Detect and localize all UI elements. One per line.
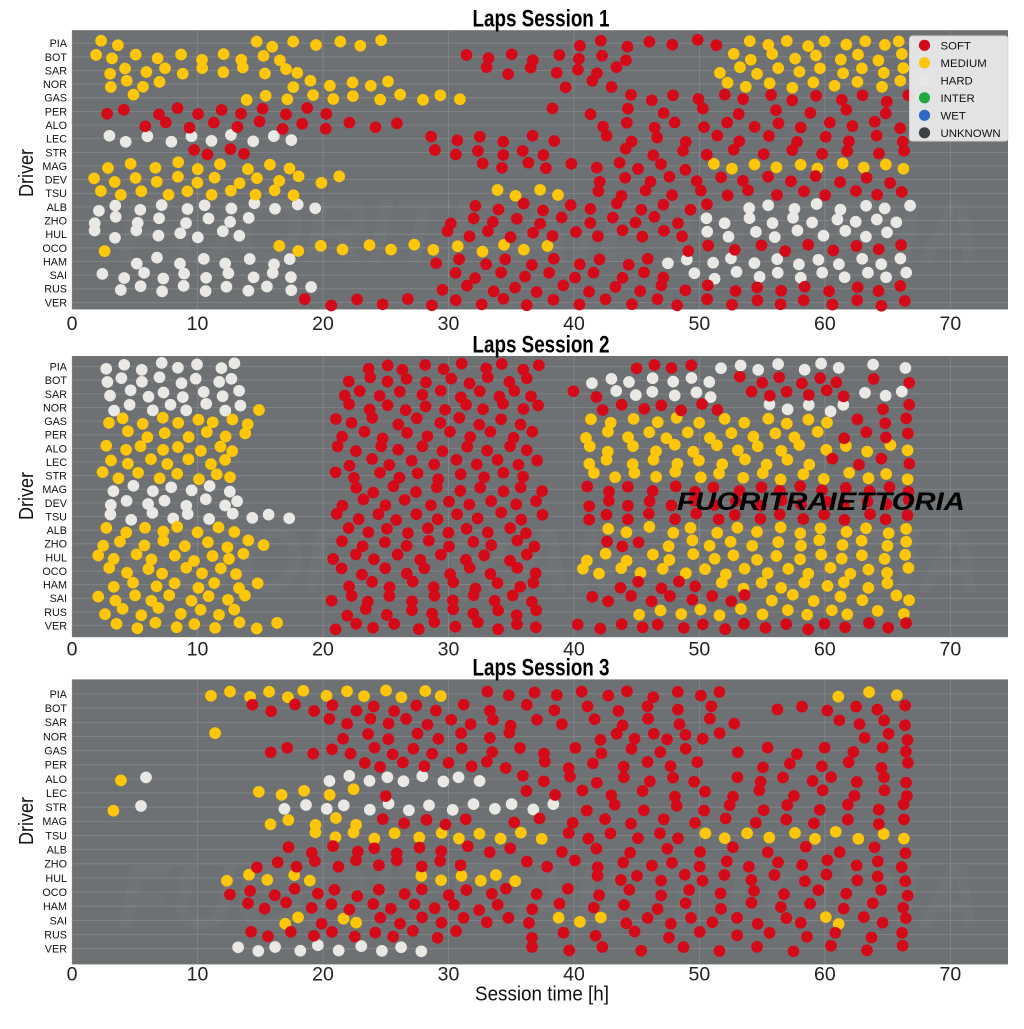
svg-text:ALO: ALO xyxy=(45,443,67,455)
svg-text:TSU: TSU xyxy=(45,830,67,842)
svg-text:PIA: PIA xyxy=(50,689,68,701)
svg-text:10: 10 xyxy=(187,313,209,335)
svg-text:ALO: ALO xyxy=(45,120,67,132)
svg-text:SOFT: SOFT xyxy=(941,40,971,52)
svg-text:OCO: OCO xyxy=(42,887,67,899)
svg-text:20: 20 xyxy=(312,639,334,661)
svg-text:HUL: HUL xyxy=(45,229,67,241)
svg-text:UNKNOWN: UNKNOWN xyxy=(941,128,1001,140)
svg-text:INTER: INTER xyxy=(941,93,975,105)
svg-text:TSU: TSU xyxy=(45,511,67,523)
svg-text:30: 30 xyxy=(438,639,460,661)
svg-text:70: 70 xyxy=(940,964,962,986)
svg-text:SAR: SAR xyxy=(45,389,67,401)
svg-text:10: 10 xyxy=(187,639,209,661)
svg-text:STR: STR xyxy=(45,147,67,159)
svg-text:DEV: DEV xyxy=(45,175,68,187)
svg-text:MAG: MAG xyxy=(42,161,67,173)
svg-text:PER: PER xyxy=(45,430,67,442)
svg-text:BOT: BOT xyxy=(45,375,68,387)
svg-text:ZHO: ZHO xyxy=(44,539,67,551)
svg-text:40: 40 xyxy=(563,313,585,335)
svg-text:60: 60 xyxy=(814,639,836,661)
svg-text:40: 40 xyxy=(563,964,585,986)
svg-text:NOR: NOR xyxy=(43,79,67,91)
svg-text:HUL: HUL xyxy=(45,873,67,885)
svg-text:MAG: MAG xyxy=(42,484,67,496)
svg-text:BOT: BOT xyxy=(45,703,68,715)
svg-text:Laps Session 1: Laps Session 1 xyxy=(473,6,610,33)
svg-text:WET: WET xyxy=(941,110,966,122)
svg-text:50: 50 xyxy=(689,639,711,661)
svg-text:HUL: HUL xyxy=(45,552,67,564)
svg-text:70: 70 xyxy=(940,639,962,661)
svg-text:60: 60 xyxy=(814,964,836,986)
svg-text:30: 30 xyxy=(438,964,460,986)
svg-text:TSU: TSU xyxy=(45,188,67,200)
svg-text:Driver: Driver xyxy=(16,149,38,197)
svg-text:PER: PER xyxy=(45,106,67,118)
svg-text:Driver: Driver xyxy=(16,797,38,845)
svg-text:VER: VER xyxy=(45,297,67,309)
svg-text:GAS: GAS xyxy=(44,93,67,105)
svg-text:PER: PER xyxy=(45,760,67,772)
svg-text:10: 10 xyxy=(187,964,209,986)
svg-text:PIA: PIA xyxy=(50,38,68,50)
svg-text:Laps Session 3: Laps Session 3 xyxy=(473,655,610,682)
svg-text:GAS: GAS xyxy=(44,746,67,758)
svg-text:30: 30 xyxy=(438,313,460,335)
svg-text:LEC: LEC xyxy=(46,134,67,146)
svg-text:LEC: LEC xyxy=(46,788,67,800)
svg-text:70: 70 xyxy=(940,313,962,335)
svg-text:0: 0 xyxy=(67,639,78,661)
svg-text:NOR: NOR xyxy=(43,731,67,743)
svg-text:ALB: ALB xyxy=(47,525,67,537)
svg-text:SAR: SAR xyxy=(45,65,67,77)
svg-text:SAI: SAI xyxy=(50,593,67,605)
svg-text:GAS: GAS xyxy=(44,416,67,428)
svg-text:NOR: NOR xyxy=(43,402,67,414)
svg-text:20: 20 xyxy=(312,964,334,986)
svg-text:MEDIUM: MEDIUM xyxy=(941,58,987,70)
svg-text:HARD: HARD xyxy=(941,75,973,87)
svg-text:SAI: SAI xyxy=(50,915,67,927)
svg-text:HAM: HAM xyxy=(43,901,67,913)
svg-text:OCO: OCO xyxy=(42,566,67,578)
svg-text:50: 50 xyxy=(689,964,711,986)
svg-text:RUS: RUS xyxy=(44,284,67,296)
svg-text:40: 40 xyxy=(563,639,585,661)
svg-text:HAM: HAM xyxy=(43,256,67,268)
svg-text:HAM: HAM xyxy=(43,580,67,592)
svg-text:ALB: ALB xyxy=(47,845,67,857)
svg-text:Driver: Driver xyxy=(16,472,38,520)
svg-text:BOT: BOT xyxy=(45,52,68,64)
svg-text:Session time [h]: Session time [h] xyxy=(475,983,609,1006)
svg-text:60: 60 xyxy=(814,313,836,335)
svg-text:SAR: SAR xyxy=(45,717,67,729)
svg-text:ALB: ALB xyxy=(47,202,67,214)
svg-text:OCO: OCO xyxy=(42,243,67,255)
svg-text:20: 20 xyxy=(312,313,334,335)
svg-text:LEC: LEC xyxy=(46,457,67,469)
svg-text:ALO: ALO xyxy=(45,774,67,786)
svg-text:0: 0 xyxy=(67,313,78,335)
svg-text:STR: STR xyxy=(45,471,67,483)
svg-text:VER: VER xyxy=(45,944,67,956)
svg-text:ZHO: ZHO xyxy=(44,216,67,228)
svg-text:PIA: PIA xyxy=(50,362,68,374)
svg-text:50: 50 xyxy=(689,313,711,335)
svg-text:FUORITRAIETTORIA: FUORITRAIETTORIA xyxy=(677,488,965,516)
svg-text:MAG: MAG xyxy=(42,816,67,828)
svg-text:SAI: SAI xyxy=(50,270,67,282)
svg-text:0: 0 xyxy=(67,964,78,986)
svg-text:ZHO: ZHO xyxy=(44,859,67,871)
svg-text:RUS: RUS xyxy=(44,929,67,941)
svg-text:Laps Session 2: Laps Session 2 xyxy=(473,331,610,358)
svg-text:STR: STR xyxy=(45,802,67,814)
svg-text:DEV: DEV xyxy=(45,498,68,510)
svg-text:VER: VER xyxy=(45,621,67,633)
svg-text:RUS: RUS xyxy=(44,607,67,619)
